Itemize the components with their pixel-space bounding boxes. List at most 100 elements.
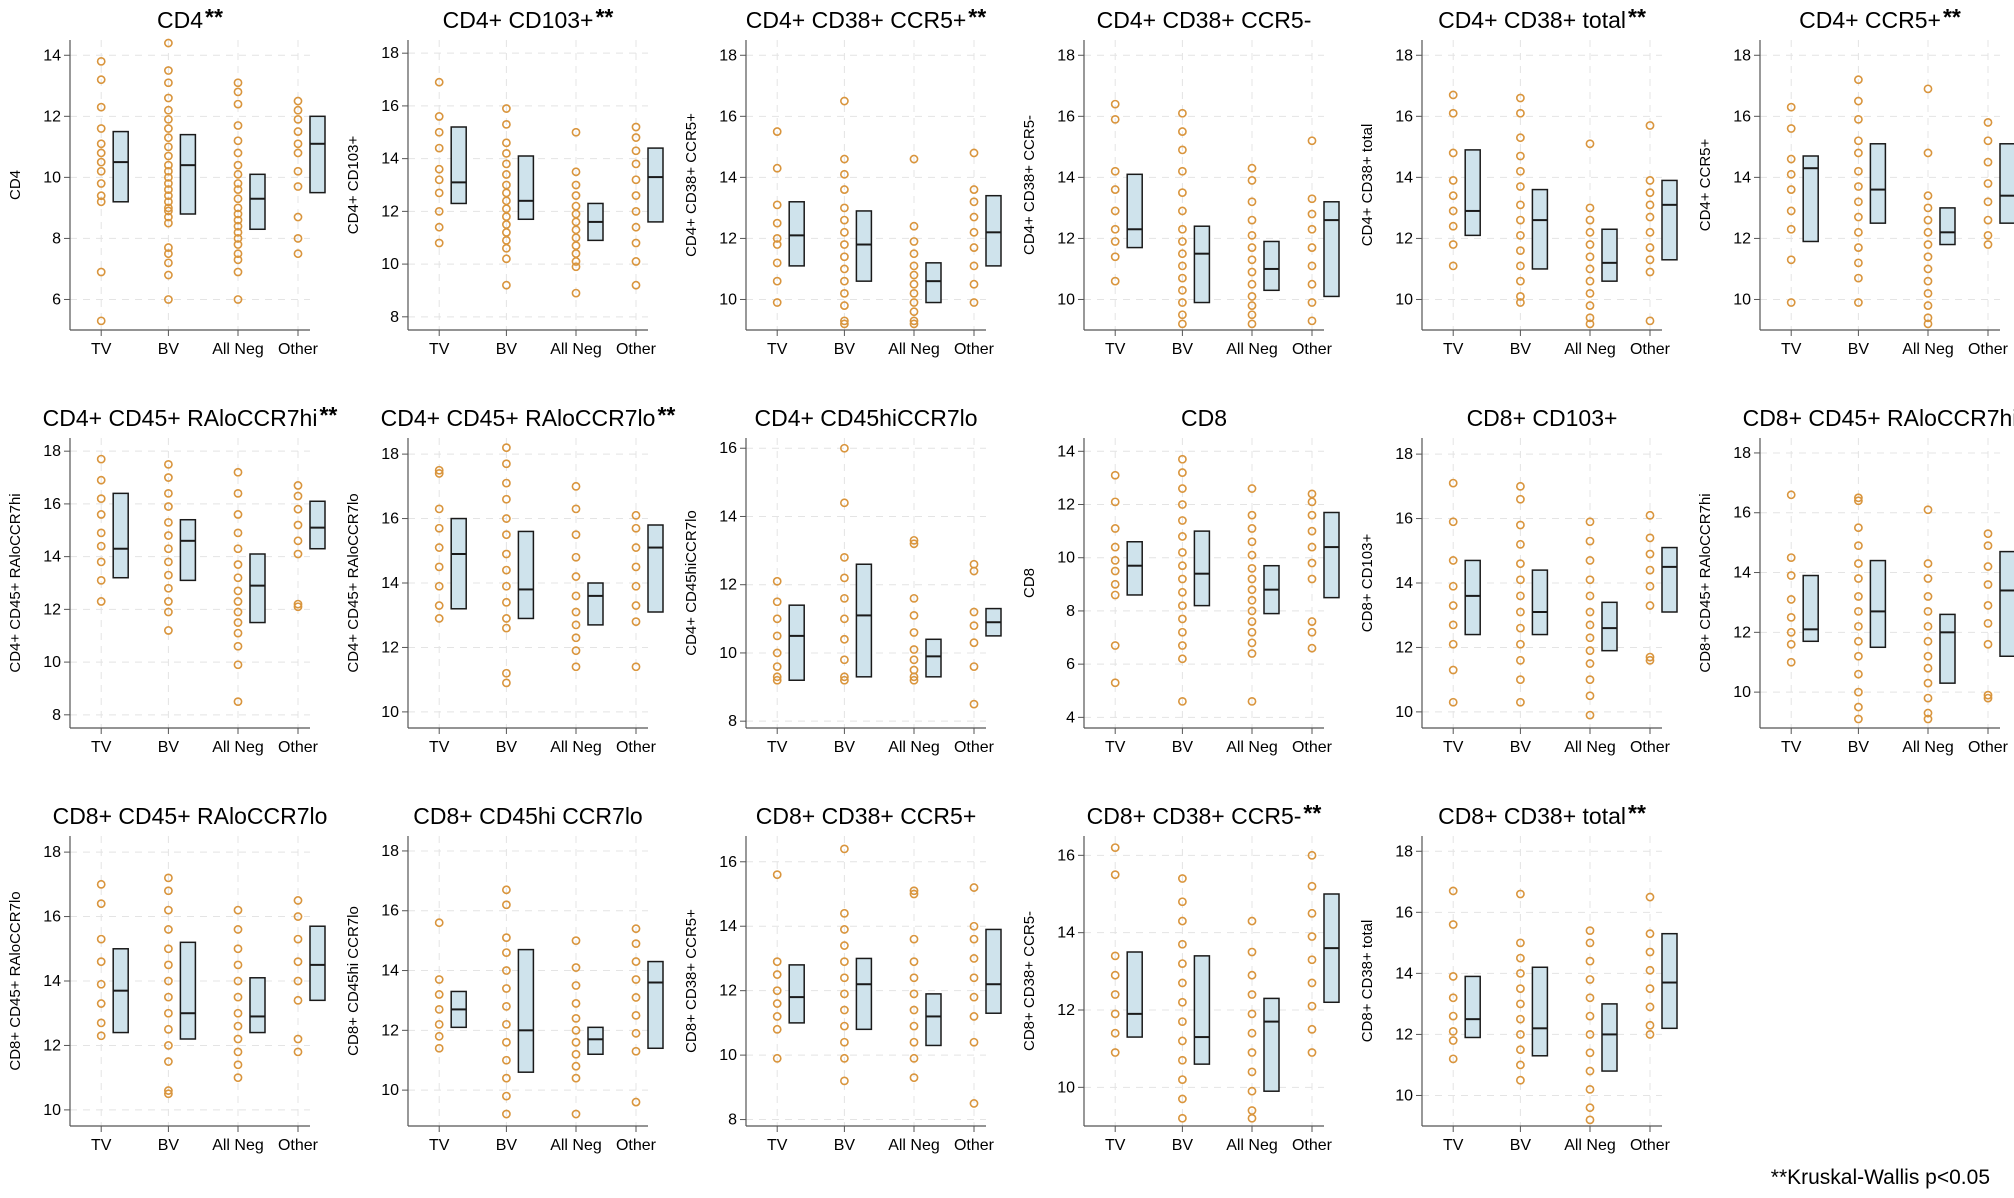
data-point	[969, 992, 979, 1002]
significance-stars: **	[319, 402, 337, 428]
data-point	[163, 488, 173, 498]
data-point	[909, 989, 919, 999]
data-point	[1307, 136, 1317, 146]
data-point	[1448, 697, 1458, 707]
data-point	[631, 662, 641, 672]
y-tick-label: 12	[1395, 1026, 1413, 1043]
box-iqr	[985, 928, 1002, 1014]
data-point	[1247, 484, 1257, 493]
data-point	[434, 206, 444, 216]
box-iqr	[855, 563, 873, 678]
data-point	[1983, 562, 1993, 571]
data-point	[1307, 1048, 1317, 1057]
data-point	[1516, 938, 1525, 948]
data-point	[1854, 273, 1863, 283]
y-tick-label: 12	[1057, 1002, 1075, 1019]
y-tick-label: 16	[719, 108, 737, 125]
data-point	[1307, 261, 1317, 271]
x-category-label: All Neg	[550, 341, 602, 358]
y-tick-label: 18	[1395, 47, 1413, 64]
data-point	[840, 252, 849, 262]
data-point	[163, 531, 173, 540]
data-point	[1585, 675, 1595, 685]
data-point	[293, 249, 303, 259]
data-point	[1516, 215, 1525, 225]
data-point	[1516, 697, 1525, 707]
y-tick-label: 12	[381, 639, 399, 656]
x-category-label: BV	[1848, 341, 1870, 358]
data-point	[969, 279, 979, 289]
data-point	[233, 560, 243, 569]
data-point	[1307, 850, 1317, 860]
data-point	[1110, 1048, 1120, 1057]
y-tick-label: 8	[1066, 603, 1075, 620]
data-point	[571, 662, 581, 672]
panel-title: CD4+ CD45hiCCR7lo	[754, 405, 977, 431]
data-point	[1110, 843, 1120, 852]
data-point	[840, 203, 849, 213]
data-point	[1247, 292, 1257, 301]
y-tick-label: 10	[1395, 291, 1413, 308]
panel-title: CD4+ CD45+ RAloCCR7lo**	[381, 402, 676, 431]
box-iqr	[925, 262, 942, 304]
y-tick-label: 18	[1733, 445, 1751, 462]
data-point	[1585, 646, 1595, 656]
data-point	[772, 970, 782, 979]
data-point	[1178, 916, 1187, 926]
y-axis-label: CD4+ CCR5+	[1697, 138, 1714, 231]
data-point	[1516, 133, 1525, 143]
footnote: **Kruskal-Wallis p<0.05	[1770, 1166, 1990, 1189]
panel-13: CD8+ CD45+ RAloCCR7lo 10 12 14 16 18 CD8+ CD45…	[7, 803, 327, 1154]
data-point	[909, 288, 919, 298]
data-point	[293, 148, 303, 158]
data-point	[631, 993, 641, 1002]
y-tick-label: 12	[1733, 230, 1751, 247]
data-point	[909, 535, 919, 545]
data-point	[293, 491, 303, 501]
data-point	[1178, 561, 1187, 571]
data-point	[501, 966, 511, 975]
data-point	[909, 628, 919, 637]
x-category-label: Other	[278, 341, 319, 358]
data-point	[434, 504, 444, 514]
data-point	[233, 209, 243, 219]
data-point	[1110, 114, 1120, 124]
data-point	[233, 510, 243, 519]
data-point	[1247, 1067, 1257, 1077]
data-point	[1854, 669, 1863, 679]
y-tick-label: 16	[1057, 108, 1075, 125]
data-point	[1923, 215, 1933, 225]
y-tick-label: 10	[1733, 291, 1751, 308]
data-point	[1645, 510, 1655, 520]
x-category-label: BV	[1172, 1137, 1194, 1154]
data-point	[434, 601, 444, 610]
data-point	[1448, 620, 1458, 630]
box-iqr	[1601, 601, 1618, 652]
data-point	[501, 885, 511, 895]
data-point	[1854, 496, 1863, 506]
y-axis-label: CD8+ CD38+ total	[1359, 920, 1376, 1043]
box-iqr	[1323, 511, 1340, 599]
panel-title: CD8+ CD45hi CCR7lo	[413, 803, 642, 829]
y-tick-label: 14	[1733, 565, 1751, 582]
y-tick-label: 12	[719, 577, 737, 594]
data-point	[1247, 215, 1257, 225]
box-iqr	[1802, 155, 1819, 243]
data-point	[1110, 641, 1120, 650]
x-category-label: TV	[429, 739, 450, 756]
y-tick-label: 4	[1066, 709, 1075, 726]
data-point	[1247, 595, 1257, 605]
data-point	[1178, 319, 1187, 329]
data-point	[293, 504, 303, 514]
data-point	[1247, 617, 1257, 626]
x-category-label: TV	[1105, 341, 1126, 358]
data-point	[293, 912, 303, 921]
data-point	[1307, 497, 1317, 507]
data-point	[233, 488, 243, 498]
data-point	[1247, 243, 1257, 252]
box-iqr	[112, 492, 129, 579]
data-point	[1516, 953, 1525, 963]
data-point	[1585, 633, 1595, 643]
panel-9: CD4+ CD45hiCCR7lo 8 10 12 14 16 CD4+ CD45hiCCR…	[683, 405, 1002, 756]
data-point	[501, 1109, 511, 1119]
